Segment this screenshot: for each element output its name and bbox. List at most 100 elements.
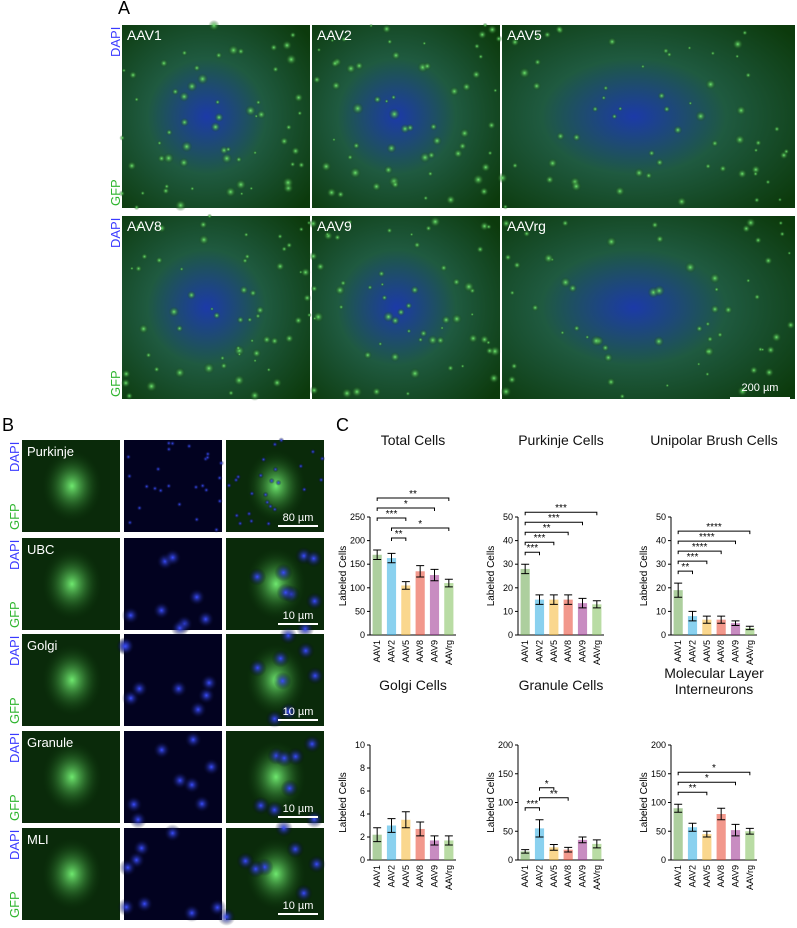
cell-body	[710, 304, 720, 314]
bar	[577, 603, 588, 635]
cell-body	[214, 99, 221, 105]
cell-body	[713, 286, 720, 293]
cell-body	[476, 245, 485, 254]
cell-body	[391, 180, 400, 189]
cell-body	[706, 335, 714, 343]
cell-body	[243, 232, 249, 238]
cell-body	[219, 355, 226, 361]
x-tick-label: AAV1	[520, 865, 530, 887]
cell-body	[249, 289, 257, 297]
nucleus	[233, 477, 240, 484]
nucleus	[272, 466, 279, 473]
cell-body	[193, 64, 201, 72]
cell-body	[413, 241, 421, 249]
cell-body	[300, 267, 311, 278]
nucleus	[236, 852, 255, 871]
significance-label: **	[681, 562, 689, 573]
cell-body	[289, 161, 296, 168]
micrograph	[312, 25, 500, 208]
cell-body	[410, 285, 420, 295]
bar	[534, 599, 545, 635]
error-bar	[688, 610, 697, 622]
cell-body	[703, 346, 715, 357]
cell-body	[213, 311, 221, 320]
significance-label: *	[545, 779, 549, 790]
error-bar	[745, 827, 754, 835]
cell-body	[480, 162, 491, 173]
cell-body	[145, 380, 158, 393]
nucleus	[265, 800, 284, 819]
cell-body	[121, 68, 127, 73]
cell-body	[174, 199, 187, 212]
cell-body	[254, 114, 259, 119]
cell-body	[634, 167, 645, 178]
cell-body	[297, 161, 306, 169]
cell-body	[561, 219, 569, 227]
nucleus	[216, 474, 223, 481]
cell-body	[657, 91, 666, 100]
nucleus	[157, 487, 164, 494]
bar	[429, 840, 440, 860]
cell-body	[470, 312, 475, 317]
x-tick-label: AAV1	[372, 640, 382, 662]
cell-body	[380, 282, 385, 287]
cell-body	[125, 392, 134, 400]
nucleus	[237, 520, 244, 527]
nucleus	[125, 453, 132, 460]
nucleus	[278, 437, 285, 444]
cell-body	[619, 393, 626, 400]
cell-body	[345, 63, 357, 74]
significance-bracket	[376, 497, 450, 502]
x-tick-label: AAVrg	[592, 640, 602, 665]
cell-body	[753, 293, 761, 301]
cell-body	[427, 170, 434, 177]
y-tick-label: 50	[503, 512, 513, 522]
x-tick-label: AAVrg	[592, 865, 602, 890]
y-tick-label: 0	[360, 630, 365, 640]
stain-label: DAPI	[7, 540, 22, 570]
cell-body	[741, 224, 751, 234]
error-bar	[688, 822, 697, 832]
y-axis-label: Labeled Cells	[486, 546, 497, 607]
cell-body	[339, 279, 347, 287]
x-tick-label: AAV9	[430, 865, 440, 887]
cell-body	[371, 387, 382, 397]
cell-body	[737, 168, 748, 179]
cell-body	[298, 226, 305, 233]
cell-body	[373, 95, 382, 104]
error-bar	[731, 823, 740, 837]
cell-body	[422, 195, 429, 201]
cell-body	[251, 348, 262, 359]
error-bar	[401, 811, 410, 829]
scale-bar-label: 80 µm	[283, 512, 314, 524]
x-tick-label: AAV5	[401, 865, 411, 887]
nucleus	[199, 482, 206, 489]
x-tick-label: AAV2	[535, 865, 545, 887]
cell-body	[554, 24, 564, 34]
nucleus	[265, 709, 284, 728]
cell-body	[165, 128, 173, 136]
nucleus	[151, 485, 158, 492]
y-tick-label: 150	[498, 769, 513, 779]
error-bar	[745, 625, 754, 631]
cell-body	[396, 308, 406, 317]
significance-label: ***	[555, 503, 567, 514]
significance-bracket	[524, 511, 598, 516]
cell-body	[351, 102, 364, 115]
cell-body	[227, 44, 240, 56]
cell-body	[531, 303, 539, 312]
cell-body	[253, 358, 258, 363]
cell-body	[140, 190, 146, 196]
x-tick-label: AAV5	[549, 640, 559, 662]
error-bar	[373, 549, 382, 560]
cell-body	[341, 387, 353, 399]
nucleus	[118, 858, 137, 877]
nucleus	[135, 894, 154, 913]
cell-body	[422, 41, 427, 46]
cell-body	[349, 166, 362, 179]
cell-body	[513, 261, 522, 270]
cell-body	[293, 316, 303, 325]
bar	[520, 568, 530, 635]
cell-body	[386, 143, 397, 154]
cell-body	[461, 82, 472, 92]
